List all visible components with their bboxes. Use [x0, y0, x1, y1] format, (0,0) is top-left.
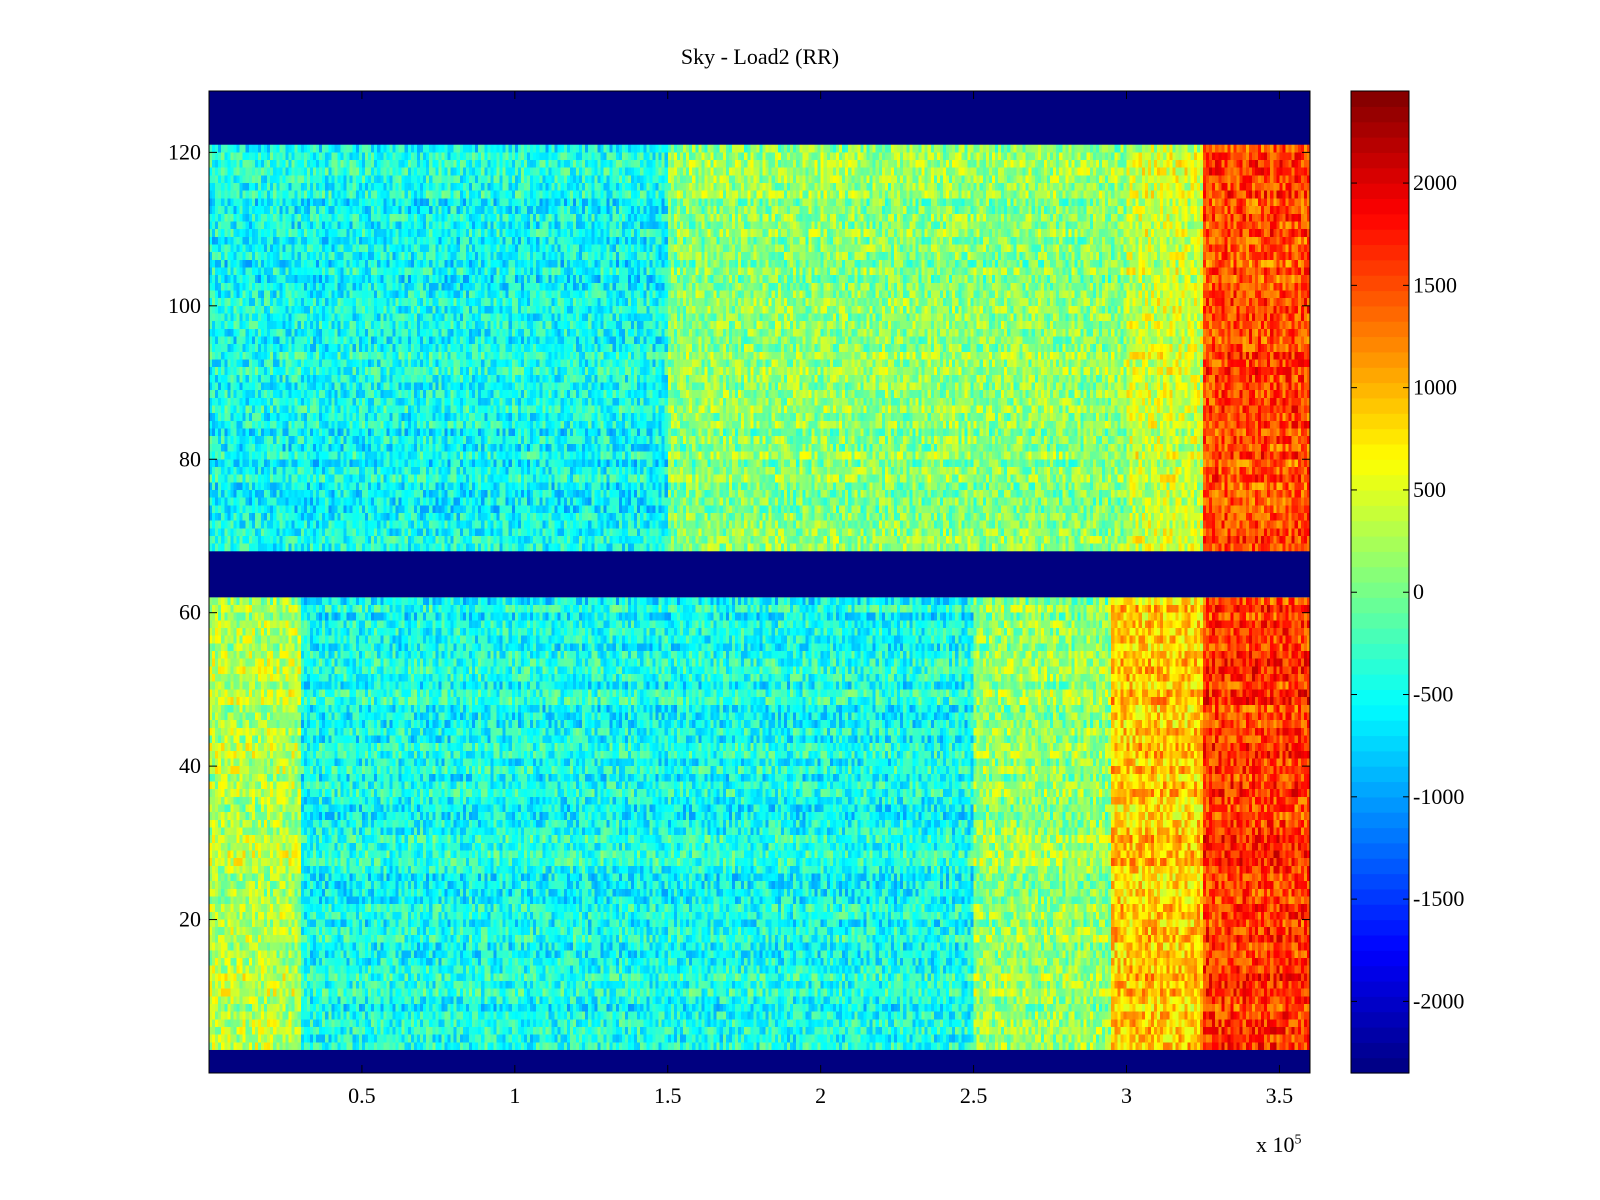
colorbar: 2000 1500 1000 500 0 -500 -1000 -1500 -2000	[1350, 90, 1464, 1074]
colorbar-segment	[1351, 459, 1409, 476]
colorbar-segment	[1351, 628, 1409, 644]
colorbar-segment	[1351, 321, 1409, 338]
colorbar-segment	[1351, 582, 1409, 598]
y-tick-label: 100	[168, 293, 201, 318]
colorbar-segment	[1351, 858, 1409, 875]
colorbar-segment	[1351, 566, 1409, 583]
x-tick-label: 3	[1121, 1083, 1132, 1108]
colorbar-segment	[1351, 305, 1409, 322]
colorbar-segment	[1351, 137, 1409, 153]
colorbar-segment	[1351, 259, 1409, 276]
colorbar-frame	[1350, 90, 1410, 1074]
colorbar-segment	[1351, 121, 1409, 138]
colorbar-segment	[1351, 152, 1409, 169]
y-tick-label: 60	[179, 600, 201, 625]
colorbar-segment	[1351, 766, 1409, 783]
colorbar-segment	[1351, 382, 1409, 399]
x-tick-label: 1.5	[654, 1083, 682, 1108]
y-tick-label: 40	[179, 753, 201, 778]
colorbar-segment	[1351, 781, 1409, 798]
colorbar-segment	[1351, 229, 1409, 246]
colorbar-segment	[1351, 275, 1409, 292]
colorbar-segment	[1351, 505, 1409, 522]
colorbar-segment	[1351, 720, 1409, 737]
x-tick-label: 2.5	[960, 1083, 988, 1108]
colorbar-segment	[1351, 980, 1409, 997]
colorbar-segment	[1351, 336, 1409, 353]
colorbar-segment	[1351, 704, 1409, 721]
colorbar-tick-label: 1500	[1413, 272, 1457, 297]
colorbar-segment	[1351, 290, 1409, 307]
colorbar-segment	[1351, 167, 1409, 184]
colorbar-segment	[1351, 796, 1409, 813]
x-tick-label: 3.5	[1266, 1083, 1294, 1108]
colorbar-segment	[1351, 965, 1409, 982]
masked-row-band	[209, 91, 1310, 145]
masked-rows	[209, 91, 1310, 1073]
colorbar-segment	[1351, 551, 1409, 568]
colorbar-segment	[1351, 658, 1409, 675]
colorbar-segment	[1351, 198, 1409, 215]
y-tick-label: 20	[179, 907, 201, 932]
colorbar-tick-label: 1000	[1413, 375, 1457, 400]
masked-row-band	[209, 1049, 1310, 1073]
colorbar-segment	[1351, 827, 1409, 844]
colorbar-segment	[1351, 1026, 1409, 1043]
y-tick-label: 120	[168, 139, 201, 164]
colorbar-segment	[1351, 950, 1409, 967]
chart-title: Sky - Load2 (RR)	[680, 44, 840, 69]
colorbar-segment	[1351, 213, 1409, 230]
colorbar-segment	[1351, 489, 1409, 506]
colorbar-segment	[1351, 367, 1409, 384]
colorbar-segment	[1351, 1057, 1409, 1074]
x-tick-label: 0.5	[348, 1083, 376, 1108]
y-tick-label: 80	[179, 446, 201, 471]
colorbar-segment	[1351, 919, 1409, 936]
colorbar-tick-label: 500	[1413, 477, 1446, 502]
colorbar-tick-label: 2000	[1413, 170, 1457, 195]
colorbar-segment	[1351, 750, 1409, 767]
colorbar-segment	[1351, 1011, 1409, 1028]
colorbar-tick-label: 0	[1413, 579, 1424, 604]
colorbar-segment	[1351, 183, 1409, 200]
colorbar-segment	[1351, 520, 1409, 537]
colorbar-segment	[1351, 612, 1409, 629]
colorbar-segment	[1351, 934, 1409, 951]
colorbar-tick-label: -1500	[1413, 886, 1464, 911]
colorbar-segment	[1351, 904, 1409, 921]
plot-frame	[208, 90, 1311, 1074]
x-tick-label: 2	[815, 1083, 826, 1108]
colorbar-segment	[1351, 244, 1409, 261]
colorbar-segment	[1351, 689, 1409, 706]
x-multiplier-label: x 105	[1256, 1132, 1302, 1157]
colorbar-segment	[1351, 351, 1409, 368]
x-axis: 0.5 1 1.5 2 2.5 3 3.5	[348, 91, 1293, 1108]
colorbar-segment	[1351, 735, 1409, 752]
colorbar-segment	[1351, 888, 1409, 905]
colorbar-segment	[1351, 643, 1409, 660]
colorbar-segment	[1351, 397, 1409, 414]
colorbar-tick-label: -1000	[1413, 784, 1464, 809]
colorbar-segment	[1351, 812, 1409, 829]
colorbar-segment	[1351, 413, 1409, 430]
colorbar-segment	[1351, 428, 1409, 445]
colorbar-segment	[1351, 535, 1409, 552]
colorbar-segment	[1351, 106, 1409, 123]
colorbar-segment	[1351, 873, 1409, 890]
colorbar-segment	[1351, 996, 1409, 1013]
colorbar-segment	[1351, 91, 1409, 107]
colorbar-segment	[1351, 474, 1409, 491]
colorbar-segment	[1351, 443, 1409, 460]
colorbar-segment	[1351, 674, 1409, 691]
masked-row-band	[209, 551, 1310, 598]
colorbar-segment	[1351, 842, 1409, 859]
x-tick-label: 1	[509, 1083, 520, 1108]
colorbar-segment	[1351, 597, 1409, 614]
colorbar-tick-label: -500	[1413, 682, 1453, 707]
colorbar-tick-label: -2000	[1413, 988, 1464, 1013]
colorbar-segment	[1351, 1042, 1409, 1059]
y-axis: 20 40 60 80 100 120	[168, 139, 1310, 932]
